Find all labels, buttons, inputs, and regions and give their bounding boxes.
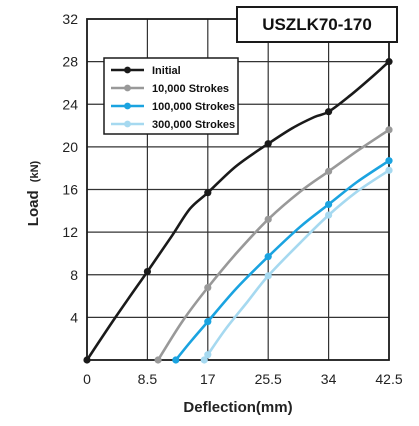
data-point <box>204 189 212 197</box>
y-tick-label: 32 <box>62 11 78 27</box>
data-point <box>83 356 91 364</box>
data-point <box>143 267 151 276</box>
data-point <box>204 318 212 326</box>
data-point <box>264 140 272 148</box>
data-point <box>200 356 208 364</box>
x-tick-label: 0 <box>83 371 91 387</box>
y-tick-label: 28 <box>62 54 78 70</box>
series-1 <box>154 126 393 364</box>
y-tick-label: 20 <box>62 139 78 155</box>
x-tick-label: 25.5 <box>255 371 282 387</box>
legend-swatch-marker <box>124 84 131 92</box>
y-axis-title-unit: (kN) <box>29 160 41 182</box>
data-point <box>385 58 393 66</box>
y-tick-label: 24 <box>62 96 78 112</box>
data-point <box>204 283 212 292</box>
y-axis-title-main: Load <box>25 190 42 226</box>
data-point <box>325 200 333 209</box>
legend-label: Initial <box>152 65 181 77</box>
legend-label: 300,000 Strokes <box>152 119 235 131</box>
legend-label: 10,000 Strokes <box>152 83 229 95</box>
series-2 <box>172 157 393 364</box>
series-0 <box>83 58 393 364</box>
series-3 <box>200 166 393 364</box>
legend-swatch-marker <box>124 102 131 110</box>
y-tick-label: 16 <box>62 182 78 198</box>
data-point <box>385 166 393 174</box>
data-point <box>325 108 333 116</box>
data-point <box>385 126 393 134</box>
data-point <box>325 167 333 175</box>
series-lines <box>83 58 393 364</box>
data-point <box>204 351 212 359</box>
y-tick-label: 4 <box>70 309 78 325</box>
data-point <box>385 157 393 165</box>
legend-label: 100,000 Strokes <box>152 101 235 113</box>
y-tick-label: 8 <box>70 267 78 283</box>
legend-swatch-marker <box>124 120 131 128</box>
chart-title: USZLK70-170 <box>262 15 372 34</box>
x-tick-label: 8.5 <box>138 371 158 387</box>
data-point <box>172 356 180 364</box>
data-point <box>325 211 333 219</box>
y-axis-title: Load (kN) <box>25 160 42 226</box>
title-frame <box>236 6 398 43</box>
x-tick-label: 17 <box>200 371 216 387</box>
data-point <box>154 356 162 364</box>
legend: Initial 10,000 Strokes 100,000 Strokes 300,… <box>103 57 239 135</box>
data-point <box>264 272 272 280</box>
data-point <box>264 253 272 261</box>
x-tick-label: 34 <box>321 371 337 387</box>
series-line-0 <box>85 60 390 361</box>
x-axis-title: Deflection(mm) <box>183 399 292 416</box>
x-tick-label: 42.5 <box>375 371 402 387</box>
y-tick-label: 12 <box>62 224 78 240</box>
title-box: USZLK70-170 <box>236 6 398 43</box>
data-point <box>264 215 272 223</box>
legend-swatch-marker <box>124 66 131 74</box>
